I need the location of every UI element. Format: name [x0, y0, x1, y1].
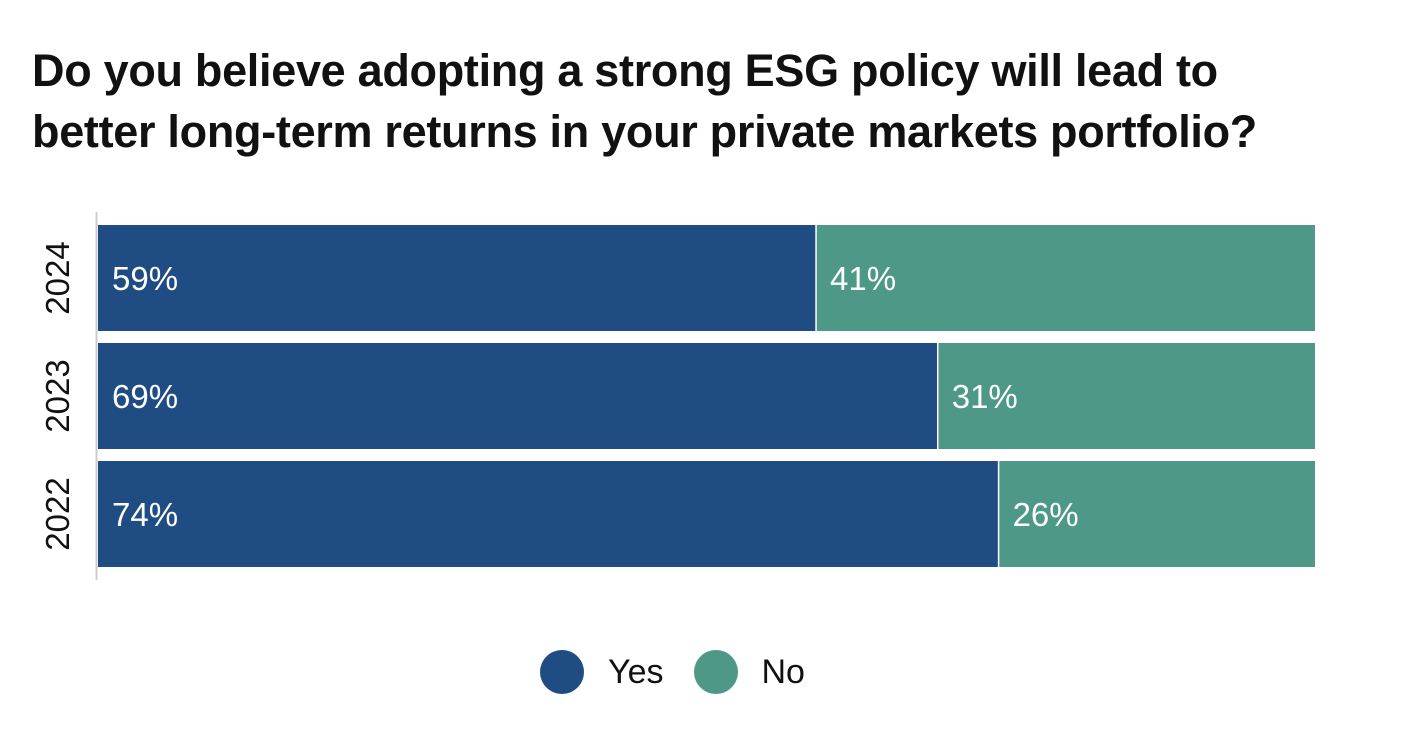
chart-title-line-1: Do you believe adopting a strong ESG pol… — [32, 45, 1218, 96]
legend-item-yes: Yes — [540, 650, 664, 694]
bar-yes-2022 — [98, 461, 999, 567]
data-label-yes-2024: 59% — [112, 260, 178, 297]
stacked-bar-chart: 59% 41% 2024 69% 31% 2023 74% 26% 2022 — [39, 212, 1315, 580]
category-label-2024: 2024 — [39, 241, 76, 314]
legend-item-no: No — [693, 650, 805, 694]
bar-no-2022 — [998, 461, 1315, 567]
bar-yes-2023 — [98, 343, 938, 449]
legend-label-yes: Yes — [608, 652, 664, 691]
chart-legend: Yes No — [0, 644, 1345, 700]
chart-title: Do you believe adopting a strong ESG pol… — [32, 40, 1372, 162]
data-label-yes-2023: 69% — [112, 378, 178, 415]
bar-no-2024 — [816, 225, 1315, 331]
data-label-no-2022: 26% — [1013, 496, 1079, 533]
category-label-2022: 2022 — [39, 477, 76, 550]
chart-title-line-2: better long-term returns in your private… — [32, 106, 1257, 157]
legend-swatch-no — [693, 650, 738, 694]
data-label-yes-2022: 74% — [112, 496, 178, 533]
category-label-2023: 2023 — [39, 359, 76, 432]
legend-label-no: No — [761, 652, 805, 691]
bar-no-2023 — [937, 343, 1315, 449]
data-label-no-2024: 41% — [830, 260, 896, 297]
data-label-no-2023: 31% — [952, 378, 1018, 415]
bar-yes-2024 — [98, 225, 817, 331]
legend-swatch-yes — [540, 650, 585, 694]
